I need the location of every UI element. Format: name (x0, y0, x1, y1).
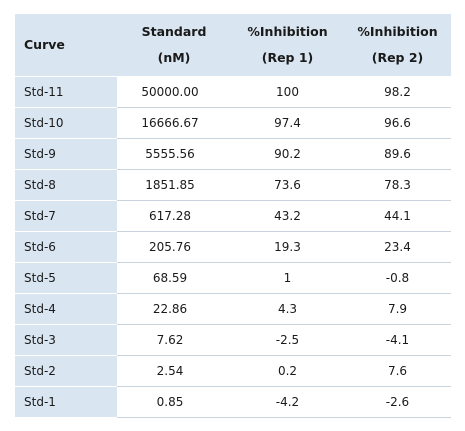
curve-cell: Std-7 (15, 200, 117, 232)
standard-cell: 50000.00 (117, 76, 231, 108)
curve-cell: Std-10 (15, 107, 117, 139)
header-standard: Standard (nM) (117, 14, 231, 77)
curve-cell: Std-8 (15, 169, 117, 201)
standard-cell: 0.85 (117, 386, 231, 418)
curve-cell: Std-9 (15, 138, 117, 170)
rep1-cell: 97.4 (231, 107, 344, 139)
rep2-cell: -4.1 (344, 324, 451, 356)
standard-cell: 68.59 (117, 262, 231, 294)
header-rep2: %Inhibition (Rep 2) (344, 14, 451, 77)
curve-cell: Std-6 (15, 231, 117, 263)
rep1-cell: 1 (231, 262, 344, 294)
header-rep2-line2: (Rep 2) (371, 50, 424, 65)
rep1-cell: -2.5 (231, 324, 344, 356)
standard-cell: 22.86 (117, 293, 231, 325)
curve-cell: Std-11 (15, 76, 117, 108)
standard-cell: 7.62 (117, 324, 231, 356)
standard-cell: 617.28 (117, 200, 231, 232)
rep2-cell: -2.6 (344, 386, 451, 418)
table-row: Std-2 2.54 0.2 7.6 (15, 355, 451, 387)
rep1-cell: 90.2 (231, 138, 344, 170)
rep1-cell: 4.3 (231, 293, 344, 325)
rep2-cell: 89.6 (344, 138, 451, 170)
rep2-cell: 7.6 (344, 355, 451, 387)
header-rep1: %Inhibition (Rep 1) (231, 14, 344, 77)
rep1-cell: 19.3 (231, 231, 344, 263)
standard-cell: 16666.67 (117, 107, 231, 139)
curve-cell: Std-4 (15, 293, 117, 325)
table-header: Curve Standard (nM) %Inhibition (Rep 1) … (15, 14, 451, 77)
curve-cell: Std-2 (15, 355, 117, 387)
inhibition-table: Curve Standard (nM) %Inhibition (Rep 1) … (15, 14, 451, 418)
table-row: Std-7 617.28 43.2 44.1 (15, 200, 451, 232)
table-row: Std-3 7.62 -2.5 -4.1 (15, 324, 451, 356)
rep1-cell: 0.2 (231, 355, 344, 387)
rep2-cell: 7.9 (344, 293, 451, 325)
rep2-cell: 98.2 (344, 76, 451, 108)
rep1-cell: 100 (231, 76, 344, 108)
header-rep2-line1: %Inhibition (357, 24, 438, 39)
table-row: Std-11 50000.00 100 98.2 (15, 76, 451, 108)
header-standard-line1: Standard (141, 24, 207, 39)
rep1-cell: 43.2 (231, 200, 344, 232)
curve-cell: Std-5 (15, 262, 117, 294)
rep2-cell: 78.3 (344, 169, 451, 201)
header-curve: Curve (15, 14, 117, 77)
header-rep1-line1: %Inhibition (247, 24, 328, 39)
table-row: Std-4 22.86 4.3 7.9 (15, 293, 451, 325)
standard-cell: 2.54 (117, 355, 231, 387)
curve-cell: Std-1 (15, 386, 117, 418)
rep2-cell: 44.1 (344, 200, 451, 232)
table-row: Std-10 16666.67 97.4 96.6 (15, 107, 451, 139)
table-body: Std-11 50000.00 100 98.2 Std-10 16666.67… (15, 76, 451, 418)
standard-cell: 5555.56 (117, 138, 231, 170)
header-rep1-line2: (Rep 1) (261, 50, 314, 65)
rep2-cell: 23.4 (344, 231, 451, 263)
table-row: Std-8 1851.85 73.6 78.3 (15, 169, 451, 201)
table-row: Std-5 68.59 1 -0.8 (15, 262, 451, 294)
header-standard-line2: (nM) (157, 50, 191, 65)
rep1-cell: 73.6 (231, 169, 344, 201)
standard-cell: 1851.85 (117, 169, 231, 201)
header-row: Curve Standard (nM) %Inhibition (Rep 1) … (15, 14, 451, 77)
rep1-cell: -4.2 (231, 386, 344, 418)
table-row: Std-1 0.85 -4.2 -2.6 (15, 386, 451, 418)
rep2-cell: 96.6 (344, 107, 451, 139)
rep2-cell: -0.8 (344, 262, 451, 294)
curve-cell: Std-3 (15, 324, 117, 356)
standard-cell: 205.76 (117, 231, 231, 263)
table-row: Std-6 205.76 19.3 23.4 (15, 231, 451, 263)
table-row: Std-9 5555.56 90.2 89.6 (15, 138, 451, 170)
